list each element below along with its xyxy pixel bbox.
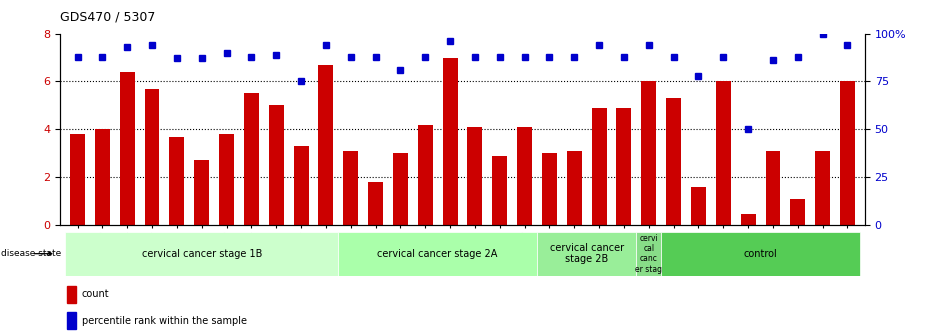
- Text: disease state: disease state: [1, 249, 61, 258]
- Bar: [144, 89, 159, 225]
- Bar: [542, 153, 557, 225]
- Bar: [169, 136, 184, 225]
- Bar: [567, 151, 582, 225]
- Bar: [666, 98, 681, 225]
- Bar: [418, 125, 433, 225]
- Text: GDS470 / 5307: GDS470 / 5307: [60, 10, 155, 23]
- Bar: [517, 127, 532, 225]
- Bar: [368, 182, 383, 225]
- Bar: [641, 82, 656, 225]
- Bar: [95, 129, 110, 225]
- Bar: [815, 151, 830, 225]
- Text: cervi
cal
canc
er stag: cervi cal canc er stag: [635, 234, 662, 274]
- Bar: [616, 108, 632, 225]
- Bar: [244, 93, 259, 225]
- Bar: [293, 146, 309, 225]
- Bar: [219, 134, 234, 225]
- Bar: [691, 187, 706, 225]
- Text: control: control: [744, 249, 777, 259]
- Text: count: count: [81, 289, 109, 299]
- Bar: [537, 232, 636, 276]
- Bar: [661, 232, 860, 276]
- Bar: [393, 153, 408, 225]
- Bar: [636, 232, 661, 276]
- Bar: [741, 214, 756, 225]
- Bar: [67, 286, 76, 303]
- Bar: [318, 65, 333, 225]
- Bar: [840, 82, 855, 225]
- Bar: [67, 312, 76, 329]
- Bar: [592, 108, 607, 225]
- Bar: [716, 82, 731, 225]
- Bar: [766, 151, 781, 225]
- Bar: [269, 106, 284, 225]
- Text: cervical cancer stage 1B: cervical cancer stage 1B: [142, 249, 262, 259]
- Bar: [119, 72, 135, 225]
- Bar: [492, 156, 507, 225]
- Bar: [194, 161, 209, 225]
- Text: cervical cancer stage 2A: cervical cancer stage 2A: [377, 249, 498, 259]
- Bar: [343, 151, 358, 225]
- Bar: [339, 232, 537, 276]
- Text: cervical cancer
stage 2B: cervical cancer stage 2B: [549, 243, 623, 264]
- Text: percentile rank within the sample: percentile rank within the sample: [81, 316, 247, 326]
- Bar: [443, 57, 458, 225]
- Bar: [790, 199, 806, 225]
- Bar: [65, 232, 339, 276]
- Bar: [467, 127, 482, 225]
- Bar: [70, 134, 85, 225]
